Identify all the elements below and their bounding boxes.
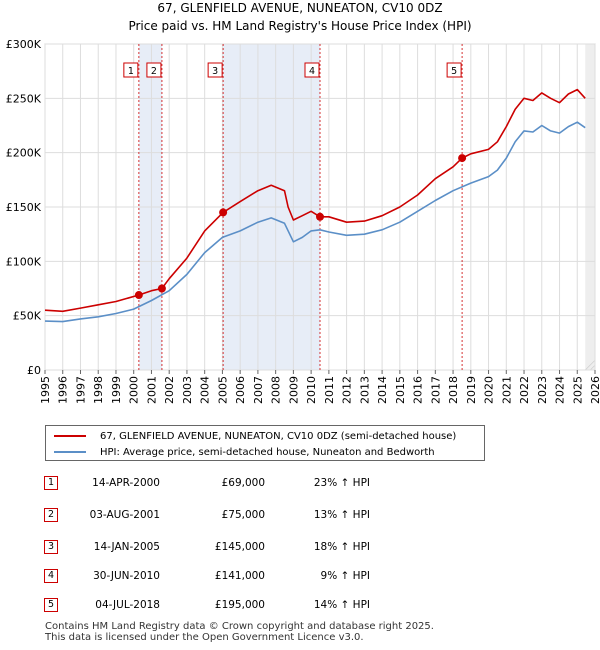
legend-label-property: 67, GLENFIELD AVENUE, NUNEATON, CV10 0DZ…	[100, 430, 457, 442]
x-tick-label: 1996	[57, 376, 70, 404]
transaction-row: 1 14-APR-2000 £69,000 23% ↑ HPI	[0, 474, 600, 494]
x-tick-label: 2014	[376, 376, 389, 404]
y-tick-label: £250K	[6, 92, 42, 105]
x-tick-label: 2026	[589, 376, 600, 404]
series-line-hpi	[44, 121, 586, 323]
x-tick-label: 2016	[412, 376, 425, 404]
transaction-hpi-diff: 9% ↑ HPI	[320, 570, 370, 582]
x-tick-label: 2002	[163, 376, 176, 404]
sale-marker-box	[146, 62, 162, 78]
x-tick-label: 2012	[341, 376, 354, 404]
x-tick-label: 2004	[199, 376, 212, 404]
x-tick-label: 2022	[518, 376, 531, 404]
x-tick-label: 2000	[128, 376, 141, 404]
transaction-date: 03-AUG-2001	[89, 509, 160, 521]
x-tick-label: 2009	[287, 376, 300, 404]
x-tick-label: 2015	[394, 376, 407, 404]
x-tick-label: 2018	[447, 376, 460, 404]
legend-item-property: 67, GLENFIELD AVENUE, NUNEATON, CV10 0DZ…	[54, 428, 456, 444]
sale-marker-box	[123, 62, 139, 78]
transaction-hpi-diff: 18% ↑ HPI	[313, 541, 370, 553]
x-tick-label: 1997	[74, 376, 87, 404]
transaction-price: £195,000	[214, 599, 265, 611]
x-tick-label: 2020	[483, 376, 496, 404]
x-tick-label: 2006	[234, 376, 247, 404]
x-tick-label: 2021	[500, 376, 513, 404]
footer-license: This data is licensed under the Open Gov…	[45, 632, 364, 643]
transaction-row: 4 30-JUN-2010 £141,000 9% ↑ HPI	[0, 567, 600, 587]
transaction-number: 4	[44, 569, 58, 583]
future-hatch	[585, 360, 596, 371]
y-tick-label: £50K	[13, 310, 42, 323]
x-tick-label: 2017	[429, 376, 442, 404]
sale-marker-box	[207, 62, 223, 78]
sale-point	[157, 284, 166, 293]
x-tick-label: 2001	[145, 376, 158, 404]
price-chart: 67, GLENFIELD AVENUE, NUNEATON, CV10 0DZ…	[6, 1, 600, 404]
transaction-date: 14-APR-2000	[92, 477, 160, 489]
sale-marker-label: 3	[212, 66, 218, 77]
x-tick-label: 2023	[536, 376, 549, 404]
y-tick-label: £150K	[6, 201, 42, 214]
transaction-price: £145,000	[214, 541, 265, 553]
legend-item-hpi: HPI: Average price, semi-detached house,…	[54, 444, 435, 460]
x-tick-label: 1995	[39, 376, 52, 404]
x-tick-label: 2008	[270, 376, 283, 404]
x-tick-label: 2010	[305, 376, 318, 404]
y-tick-label: £0	[27, 364, 41, 377]
transaction-hpi-diff: 23% ↑ HPI	[313, 477, 370, 489]
transaction-price: £141,000	[214, 570, 265, 582]
transaction-hpi-diff: 14% ↑ HPI	[313, 599, 370, 611]
transaction-row: 3 14-JAN-2005 £145,000 18% ↑ HPI	[0, 538, 600, 558]
sale-point	[458, 154, 467, 163]
y-tick-label: £100K	[6, 255, 42, 268]
transaction-number: 2	[44, 508, 58, 522]
x-tick-label: 2013	[358, 376, 371, 404]
y-tick-label: £300K	[6, 38, 42, 51]
x-tick-label: 1998	[92, 376, 105, 404]
footer-note: Contains HM Land Registry data © Crown c…	[45, 621, 434, 643]
sale-point	[316, 212, 324, 221]
future-hatch	[590, 365, 596, 371]
legend-label-hpi: HPI: Average price, semi-detached house,…	[100, 446, 435, 458]
x-tick-label: 2019	[465, 376, 478, 404]
legend-swatch-property	[54, 435, 86, 437]
transaction-date: 14-JAN-2005	[93, 541, 160, 553]
footer-copyright: Contains HM Land Registry data © Crown c…	[45, 621, 434, 632]
y-tick-label: £200K	[6, 147, 42, 160]
transaction-price: £69,000	[221, 477, 265, 489]
transaction-price: £75,000	[221, 509, 265, 521]
sale-point	[219, 208, 228, 217]
x-tick-label: 2005	[216, 376, 229, 404]
x-tick-label: 2011	[323, 376, 336, 404]
x-tick-label: 2024	[554, 376, 567, 404]
chart-legend: 67, GLENFIELD AVENUE, NUNEATON, CV10 0DZ…	[45, 425, 485, 461]
chart-subtitle: Price paid vs. HM Land Registry's House …	[128, 19, 471, 33]
transaction-date: 04-JUL-2018	[95, 599, 160, 611]
transaction-date: 30-JUN-2010	[93, 570, 160, 582]
sale-marker-label: 2	[151, 66, 157, 77]
transaction-row: 2 03-AUG-2001 £75,000 13% ↑ HPI	[0, 506, 600, 526]
transaction-row: 5 04-JUL-2018 £195,000 14% ↑ HPI	[0, 596, 600, 616]
transaction-number: 3	[44, 540, 58, 554]
sale-marker-label: 4	[309, 66, 315, 77]
x-tick-label: 2007	[252, 376, 265, 404]
transaction-hpi-diff: 13% ↑ HPI	[313, 509, 370, 521]
chart-title: 67, GLENFIELD AVENUE, NUNEATON, CV10 0DZ	[157, 1, 442, 15]
x-tick-label: 1999	[110, 376, 123, 404]
transaction-number: 1	[44, 476, 58, 490]
x-tick-label: 2025	[571, 376, 584, 404]
sale-marker-box	[446, 62, 462, 78]
sale-point	[134, 291, 143, 300]
x-tick-label: 2003	[181, 376, 194, 404]
sale-marker-label: 5	[451, 66, 457, 77]
sale-marker-label: 1	[128, 66, 134, 77]
legend-swatch-hpi	[54, 451, 86, 453]
sale-marker-box	[304, 62, 320, 78]
transaction-number: 5	[44, 598, 58, 612]
